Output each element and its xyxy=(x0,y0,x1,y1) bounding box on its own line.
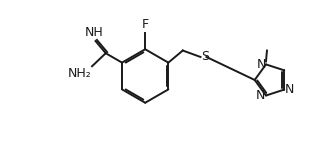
Text: NH₂: NH₂ xyxy=(67,67,91,80)
Text: N: N xyxy=(256,89,266,102)
Text: F: F xyxy=(142,18,149,31)
Text: N: N xyxy=(285,83,294,96)
Text: NH: NH xyxy=(85,26,104,39)
Text: S: S xyxy=(201,50,209,64)
Text: N: N xyxy=(257,58,266,71)
